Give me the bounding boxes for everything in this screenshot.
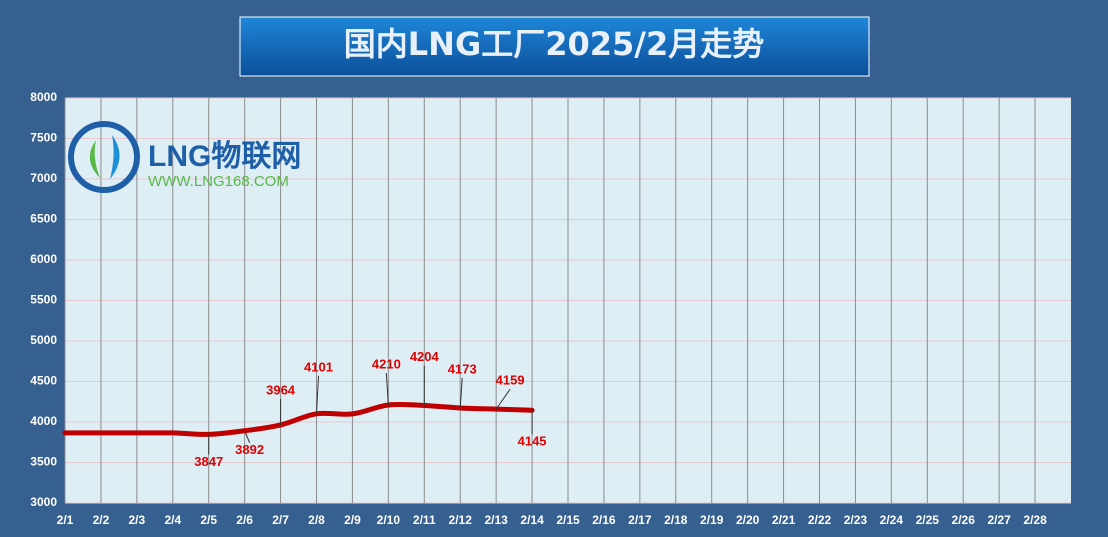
title-box [239, 16, 870, 77]
x-tick-label: 2/6 [236, 513, 253, 527]
y-tick-label: 3000 [30, 495, 57, 509]
data-label: 4173 [448, 361, 477, 376]
x-tick-label: 2/9 [344, 513, 361, 527]
data-label: 3892 [235, 442, 264, 457]
x-tick-label: 2/20 [736, 513, 760, 527]
x-tick-label: 2/7 [272, 513, 289, 527]
logo-ring [68, 121, 140, 193]
x-tick-label: 2/17 [628, 513, 652, 527]
data-label: 3847 [194, 454, 223, 469]
leader-line [495, 388, 511, 410]
data-label: 3964 [266, 382, 296, 397]
x-tick-label: 2/21 [772, 513, 796, 527]
data-label: 4101 [304, 359, 333, 374]
logo-name: LNG物联网 [148, 140, 301, 173]
y-tick-label: 4500 [30, 374, 57, 388]
data-label: 4204 [410, 349, 440, 364]
data-label: 4210 [372, 356, 401, 371]
x-tick-label: 2/18 [664, 513, 688, 527]
y-tick-label: 7000 [30, 171, 57, 185]
y-tick-label: 6000 [30, 252, 57, 266]
y-tick-label: 5500 [30, 293, 57, 307]
x-tick-label: 2/8 [308, 513, 325, 527]
leader-line [316, 375, 319, 414]
x-tick-label: 2/19 [700, 513, 724, 527]
y-tick-label: 7500 [30, 131, 57, 145]
x-tick-label: 2/15 [556, 513, 580, 527]
y-tick-label: 3500 [30, 455, 57, 469]
x-tick-label: 2/4 [164, 513, 181, 527]
logo: LNG物联网 WWW.LNG168.COM [68, 121, 301, 193]
logo-url: WWW.LNG168.COM [148, 173, 289, 190]
x-tick-label: 2/2 [93, 513, 110, 527]
data-label: 4145 [518, 434, 547, 449]
logo-leaf [89, 140, 100, 178]
x-tick-label: 2/22 [808, 513, 832, 527]
line [62, 401, 535, 437]
x-tick-label: 2/27 [987, 513, 1011, 527]
leader-line [244, 430, 251, 443]
x-tick-label: 2/10 [377, 513, 401, 527]
x-tick-label: 2/25 [916, 513, 940, 527]
x-tick-label: 2/1 [57, 513, 74, 527]
data-label: 4159 [496, 373, 525, 388]
x-tick-label: 2/14 [520, 513, 544, 527]
logo-leaf [110, 135, 120, 179]
leader-line [385, 372, 389, 406]
x-tick-label: 2/16 [592, 513, 616, 527]
x-tick-label: 2/3 [129, 513, 146, 527]
x-tick-label: 2/26 [952, 513, 976, 527]
y-tick-label: 8000 [30, 90, 57, 104]
y-tick-label: 6500 [30, 212, 57, 226]
leader-line [459, 377, 463, 409]
x-tick-label: 2/28 [1023, 513, 1047, 527]
x-tick-label: 2/13 [484, 513, 508, 527]
y-tick-label: 4000 [30, 414, 57, 428]
x-tick-label: 2/5 [200, 513, 217, 527]
x-tick-label: 2/12 [449, 513, 473, 527]
x-tick-label: 2/23 [844, 513, 868, 527]
chart-title: 国内LNG工厂2025/2月走势 [344, 25, 764, 63]
x-tick-label: 2/24 [880, 513, 904, 527]
x-tick-label: 2/11 [413, 513, 436, 527]
y-tick-label: 5000 [30, 333, 57, 347]
